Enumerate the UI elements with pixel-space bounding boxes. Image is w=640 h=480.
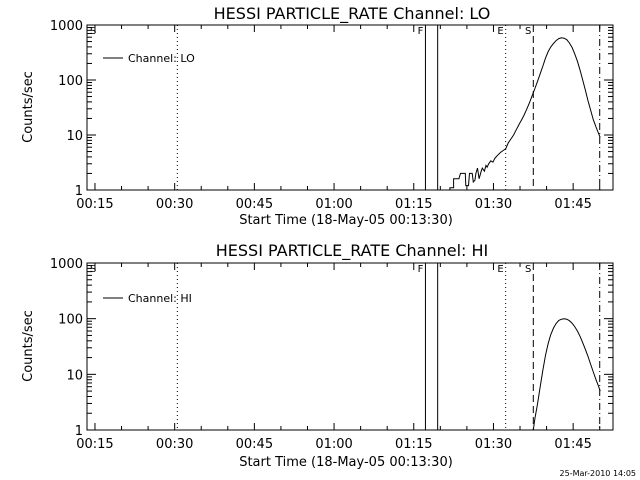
panel-hi-plot-frame xyxy=(86,262,614,431)
panel-hi-corner-label: S xyxy=(90,264,96,275)
panel-hi-ticks: 00:15 00:30 00:45 01:00 01:15 01:30 01:45 1 10 10… xyxy=(50,257,613,452)
panel-hi-xtick-label: 01:00 xyxy=(315,437,352,452)
panel-hi-legend-label: Channel: HI xyxy=(128,292,192,305)
panel-lo-xtick-label: 00:15 xyxy=(76,197,113,212)
panel-lo-ytick-label: 100 xyxy=(58,74,83,89)
panel-hi-xtick-label: 00:15 xyxy=(76,437,113,452)
panel-lo-series-line xyxy=(449,37,601,190)
panel-hi-xtick-label: 00:30 xyxy=(156,437,193,452)
panel-lo-ticks: 00:15 00:30 00:45 01:00 01:15 01:30 01:45 1 10 10… xyxy=(50,19,613,212)
panel-hi-ylabel: Counts/sec xyxy=(21,310,36,382)
panel-hi-ytick-label: 100 xyxy=(58,313,83,328)
panel-lo: HESSI PARTICLE_RATE Channel: LO F E S 00:1… xyxy=(21,4,614,228)
panel-lo-xtick-label: 00:30 xyxy=(156,197,193,212)
panel-hi-series xyxy=(532,318,601,430)
panel-hi-title: HESSI PARTICLE_RATE Channel: HI xyxy=(216,241,489,261)
panel-lo-xlabel: Start Time (18-May-05 00:13:30) xyxy=(239,213,453,228)
panel-lo-ytick-label: 1 xyxy=(75,184,83,199)
panel-lo-xtick-label: 01:30 xyxy=(475,197,512,212)
panel-hi-xtick-label: 01:30 xyxy=(475,437,512,452)
panel-hi-xtick-label: 01:15 xyxy=(395,437,432,452)
panel-hi-ytick-label: 1 xyxy=(75,424,83,439)
panel-hi-marker-label: E xyxy=(497,264,503,275)
panel-lo-title: HESSI PARTICLE_RATE Channel: LO xyxy=(214,4,491,24)
panel-hi-marker-label: F xyxy=(418,264,424,275)
panel-lo-xtick-label: 01:15 xyxy=(395,197,432,212)
panel-lo-series xyxy=(449,37,601,190)
panel-hi-ytick-label: 1000 xyxy=(50,257,83,272)
panel-lo-legend-label: Channel: LO xyxy=(128,52,195,65)
panel-lo-ytick-label: 1000 xyxy=(50,19,83,34)
panel-hi-xlabel: Start Time (18-May-05 00:13:30) xyxy=(239,455,453,470)
panel-lo-marker-label: S xyxy=(525,26,531,37)
footer-timestamp: 25-Mar-2010 14:05 xyxy=(560,469,637,478)
panel-lo-xtick-label: 01:00 xyxy=(315,197,352,212)
panel-lo-marker-label: E xyxy=(497,26,503,37)
panel-hi-xtick-label: 00:45 xyxy=(236,437,273,452)
panel-lo-ylabel: Counts/sec xyxy=(21,71,36,143)
panel-hi-marker-label: S xyxy=(525,264,531,275)
panel-lo-corner-label: S xyxy=(90,26,96,37)
panel-hi: HESSI PARTICLE_RATE Channel: HI F E S 00:1… xyxy=(21,241,614,470)
panel-lo-marker-label: F xyxy=(418,26,424,37)
panel-lo-xtick-label: 01:45 xyxy=(554,197,591,212)
panel-hi-ytick-label: 10 xyxy=(66,368,83,383)
panel-lo-ytick-label: 10 xyxy=(66,129,83,144)
panel-hi-xtick-label: 01:45 xyxy=(554,437,591,452)
panel-hi-series-line xyxy=(532,318,601,430)
panel-lo-xtick-label: 00:45 xyxy=(236,197,273,212)
panel-lo-plot-frame xyxy=(86,24,614,191)
